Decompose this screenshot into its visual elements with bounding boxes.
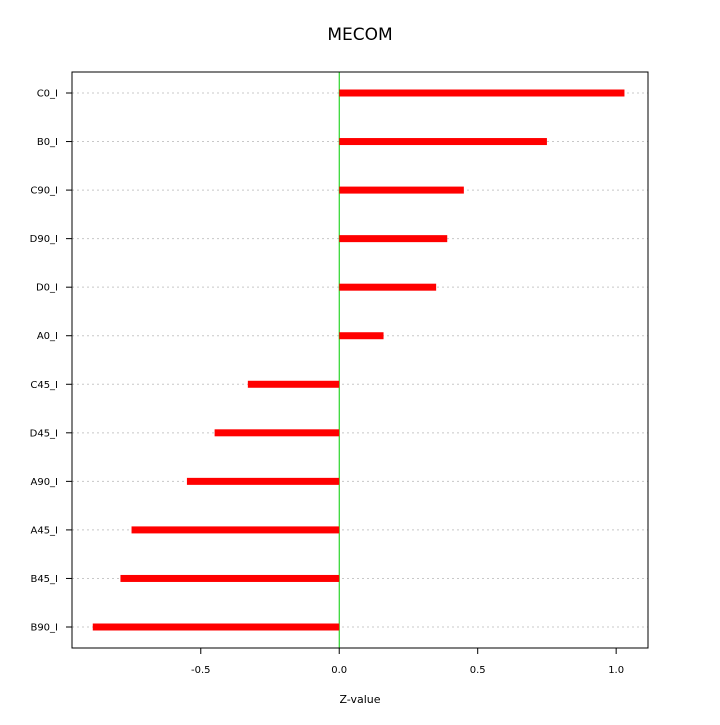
bar-c0-i xyxy=(339,89,625,97)
y-tick-label-a0-i: A0_I xyxy=(37,331,58,342)
chart-title: MECOM xyxy=(327,25,392,45)
bars xyxy=(92,89,625,631)
x-tick-label-1: 0.0 xyxy=(331,665,347,676)
bar-a45-i xyxy=(131,526,340,534)
bar-d0-i xyxy=(339,283,437,291)
y-tick-label-b90-i: B90_I xyxy=(30,623,58,634)
y-tick-label-b45-i: B45_I xyxy=(30,574,58,585)
bar-a90-i xyxy=(186,477,340,485)
y-tick-label-a45-i: A45_I xyxy=(30,525,58,536)
y-tick-label-c90-i: C90_I xyxy=(30,186,58,197)
bar-b45-i xyxy=(120,574,340,582)
bar-b90-i xyxy=(92,623,340,631)
bar-c90-i xyxy=(339,186,464,194)
bar-a0-i xyxy=(339,332,384,340)
y-tick-label-d0-i: D0_I xyxy=(36,283,58,294)
bar-b0-i xyxy=(339,138,547,146)
y-tick-label-d90-i: D90_I xyxy=(30,234,58,245)
y-tick-label-a90-i: A90_I xyxy=(30,477,58,488)
bar-d90-i xyxy=(339,235,448,243)
y-axis-ticks: C0_I B0_I C90_I D90_I D0_I A0_I C45_I D45_I A90_… xyxy=(30,89,72,634)
y-tick-label-d45-i: D45_I xyxy=(30,428,58,439)
x-tick-label-2: 0.5 xyxy=(470,665,486,676)
bar-d45-i xyxy=(214,429,340,437)
x-tick-label-0: -0.5 xyxy=(191,665,211,676)
bar-c45-i xyxy=(247,380,340,388)
plot-frame xyxy=(71,71,649,649)
y-tick-label-c0-i: C0_I xyxy=(37,89,58,100)
y-tick-label-c45-i: C45_I xyxy=(30,380,58,391)
y-tick-label-b0-i: B0_I xyxy=(37,137,58,148)
x-axis-ticks: -0.5 0.0 0.5 1.0 xyxy=(191,648,624,676)
grid-lines xyxy=(72,92,648,628)
x-axis-title: Z-value xyxy=(339,693,380,706)
x-tick-label-3: 1.0 xyxy=(608,665,624,676)
